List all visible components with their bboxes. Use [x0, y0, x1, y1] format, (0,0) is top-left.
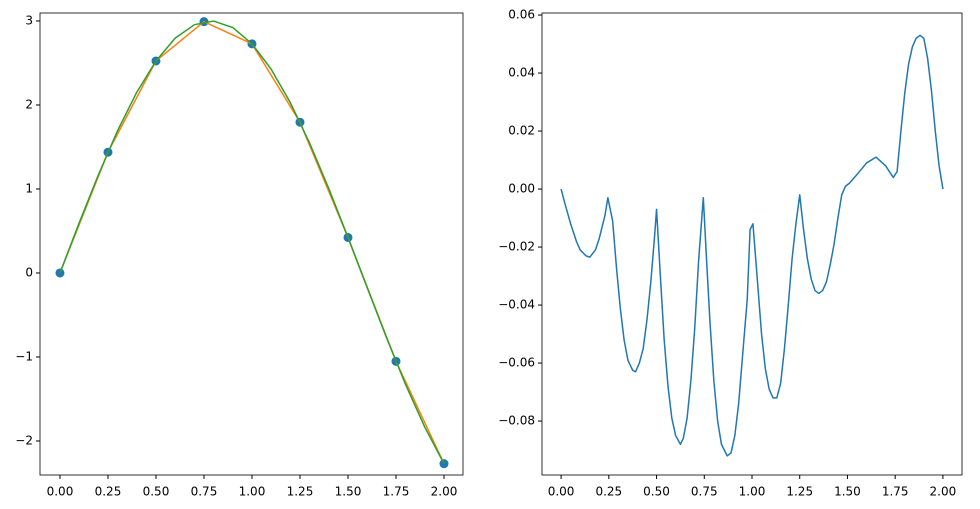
x-tick-label: 0.50: [143, 485, 170, 499]
x-tick-label: 1.50: [834, 485, 861, 499]
axes-frame: [39, 12, 464, 476]
data-line: [59, 20, 445, 465]
y-tick-label: −0.08: [498, 414, 535, 428]
y-tick-label: 0.00: [508, 182, 535, 196]
x-tick-label: 1.75: [383, 485, 410, 499]
y-tick-label: 2: [25, 97, 33, 111]
x-tick-label: 0.25: [95, 485, 122, 499]
data-point: [439, 459, 449, 469]
x-tick-label: 0.25: [595, 485, 622, 499]
axes-frame: [541, 12, 963, 476]
data-line: [59, 20, 445, 464]
y-tick-label: 0.06: [508, 8, 535, 22]
x-tick-label: 1.00: [239, 485, 266, 499]
y-tick-label: 0.02: [508, 124, 535, 138]
y-tick-label: −0.02: [498, 240, 535, 254]
y-tick-label: 0: [25, 265, 33, 279]
y-tick-label: −1: [15, 349, 33, 363]
x-tick-label: 0.50: [643, 485, 670, 499]
x-tick-label: 0.75: [191, 485, 218, 499]
x-tick-label: 2.00: [431, 485, 458, 499]
x-tick-label: 0.75: [691, 485, 718, 499]
data-line: [560, 34, 944, 457]
y-tick-label: 1: [25, 181, 33, 195]
x-tick-label: 1.50: [335, 485, 362, 499]
x-tick-label: 1.00: [739, 485, 766, 499]
axes: 0.00 0.25 0.50 0.75 1.00 1.25 1.50 1.75 2.00 −0.0…: [498, 8, 963, 499]
y-tick-label: −2: [15, 433, 33, 447]
x-tick-label: 1.75: [882, 485, 909, 499]
x-tick-label: 0.00: [548, 485, 575, 499]
y-tick-label: −0.04: [498, 298, 535, 312]
y-tick-label: 3: [25, 13, 33, 27]
x-tick-label: 2.00: [930, 485, 957, 499]
x-tick-label: 0.00: [47, 485, 74, 499]
data-point: [55, 268, 65, 278]
x-tick-label: 1.25: [786, 485, 813, 499]
x-tick-label: 1.25: [287, 485, 314, 499]
y-tick-label: −0.06: [498, 356, 535, 370]
axes: 0.00 0.25 0.50 0.75 1.00 1.25 1.50 1.75 2.00 −2 −1…: [15, 12, 464, 499]
y-tick-label: 0.04: [508, 66, 535, 80]
